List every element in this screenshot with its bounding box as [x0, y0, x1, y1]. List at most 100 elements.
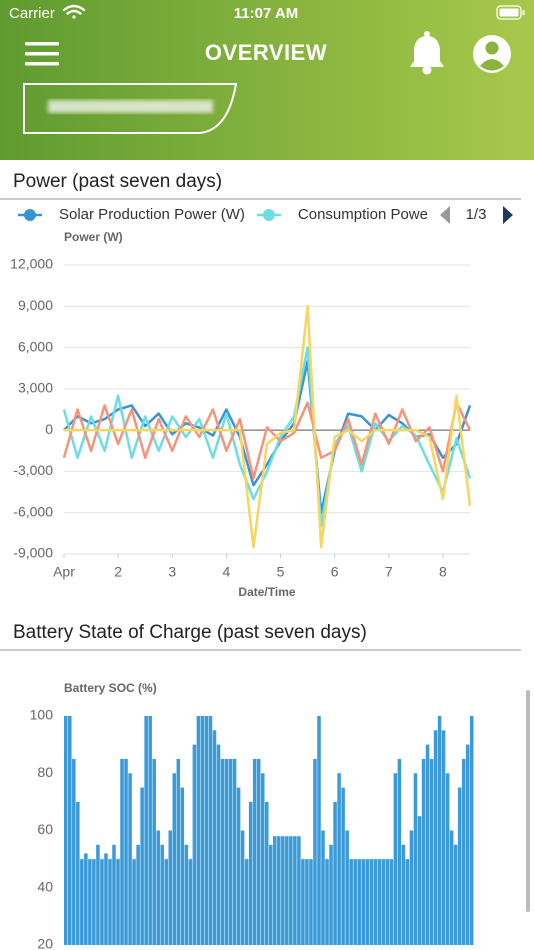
bar: [96, 844, 100, 945]
bar: [140, 787, 144, 945]
y-tick-label: 80: [37, 764, 53, 780]
bar: [220, 758, 225, 945]
legend: Solar Production Power (W) Consumption Po…: [18, 206, 428, 223]
bar: [84, 853, 88, 945]
bar: [252, 758, 257, 945]
page-title: OVERVIEW: [205, 40, 327, 65]
y-tick-label: 100: [30, 707, 54, 723]
bar: [232, 758, 237, 945]
bar: [345, 830, 349, 945]
bar: [188, 859, 193, 945]
bar: [148, 716, 152, 945]
bar: [405, 859, 410, 945]
bar: [277, 836, 281, 945]
bar: [244, 859, 249, 945]
bar: [301, 859, 305, 945]
bar: [248, 801, 253, 945]
y-tick-label: 60: [37, 821, 53, 837]
bar: [361, 859, 365, 945]
bar: [144, 716, 148, 945]
pager-prev[interactable]: [440, 206, 450, 224]
bar: [156, 830, 160, 945]
bar: [196, 716, 201, 945]
bar: [208, 716, 213, 945]
bar: [120, 758, 124, 945]
pager-next[interactable]: [503, 206, 513, 224]
bar: [236, 787, 241, 945]
bar: [228, 758, 233, 945]
bar: [204, 716, 209, 945]
scrollbar: [526, 690, 530, 912]
x-tick-label: 5: [277, 564, 285, 580]
site-selector[interactable]: [23, 83, 238, 134]
bar: [369, 859, 374, 945]
chart-title: Battery State of Charge (past seven days…: [13, 622, 367, 643]
bar: [325, 859, 329, 945]
bar: [349, 859, 353, 945]
menu-button[interactable]: [25, 42, 59, 66]
bar: [172, 773, 177, 945]
notification-button[interactable]: [410, 31, 444, 75]
bar: [445, 773, 450, 945]
bar: [180, 787, 185, 945]
series-line: [62, 401, 472, 480]
bar: [381, 859, 386, 945]
bar: [136, 844, 140, 945]
x-tick-label: 2: [114, 564, 122, 580]
legend-swatch: [24, 209, 36, 221]
series-line: [62, 346, 472, 528]
bar: [293, 836, 297, 945]
bar: [413, 773, 418, 945]
bar: [80, 859, 84, 945]
bar: [353, 859, 357, 945]
bar: [425, 744, 430, 945]
bar: [108, 859, 112, 945]
bar: [321, 830, 325, 945]
bar: [176, 758, 181, 945]
x-tick-label: 6: [331, 564, 339, 580]
legend-swatch: [262, 209, 275, 221]
bar: [409, 830, 414, 945]
bar: [64, 716, 68, 945]
axis-title: Date/Time: [238, 585, 295, 599]
series-line: [64, 305, 472, 549]
x-tick-label: 4: [223, 564, 231, 580]
bar: [421, 758, 426, 945]
battery-icon: [496, 5, 525, 20]
bar: [88, 859, 92, 945]
y-tick-label: 20: [37, 936, 53, 950]
bar: [192, 744, 197, 945]
bar: [377, 859, 382, 945]
bar: [317, 716, 321, 945]
bar: [260, 773, 265, 945]
bar: [224, 758, 229, 945]
clock: 11:07 AM: [234, 5, 298, 22]
bar: [441, 730, 446, 945]
bar: [397, 758, 402, 945]
bar: [264, 801, 269, 945]
y-tick-label: 40: [37, 878, 53, 894]
bar: [449, 830, 454, 945]
bar: [333, 801, 337, 945]
bar: [385, 859, 390, 945]
carrier: Carrier: [9, 5, 55, 22]
header-background: [0, 0, 534, 160]
bar: [365, 859, 369, 945]
bar: [289, 836, 293, 945]
bar: [401, 844, 406, 945]
x-tick-label: Apr: [53, 564, 75, 580]
bar: [373, 859, 378, 945]
bar: [68, 716, 72, 945]
bar: [429, 758, 434, 945]
bar: [124, 758, 128, 945]
x-tick-label: 8: [439, 564, 447, 580]
chart-title: Power (past seven days): [13, 171, 222, 192]
bar: [437, 716, 442, 945]
series-line: [63, 360, 472, 514]
bar: [273, 836, 277, 945]
legend-label: Solar Production Power (W): [59, 206, 245, 223]
profile-button[interactable]: [473, 35, 511, 73]
x-tick-label: 3: [168, 564, 176, 580]
bar: [357, 859, 361, 945]
